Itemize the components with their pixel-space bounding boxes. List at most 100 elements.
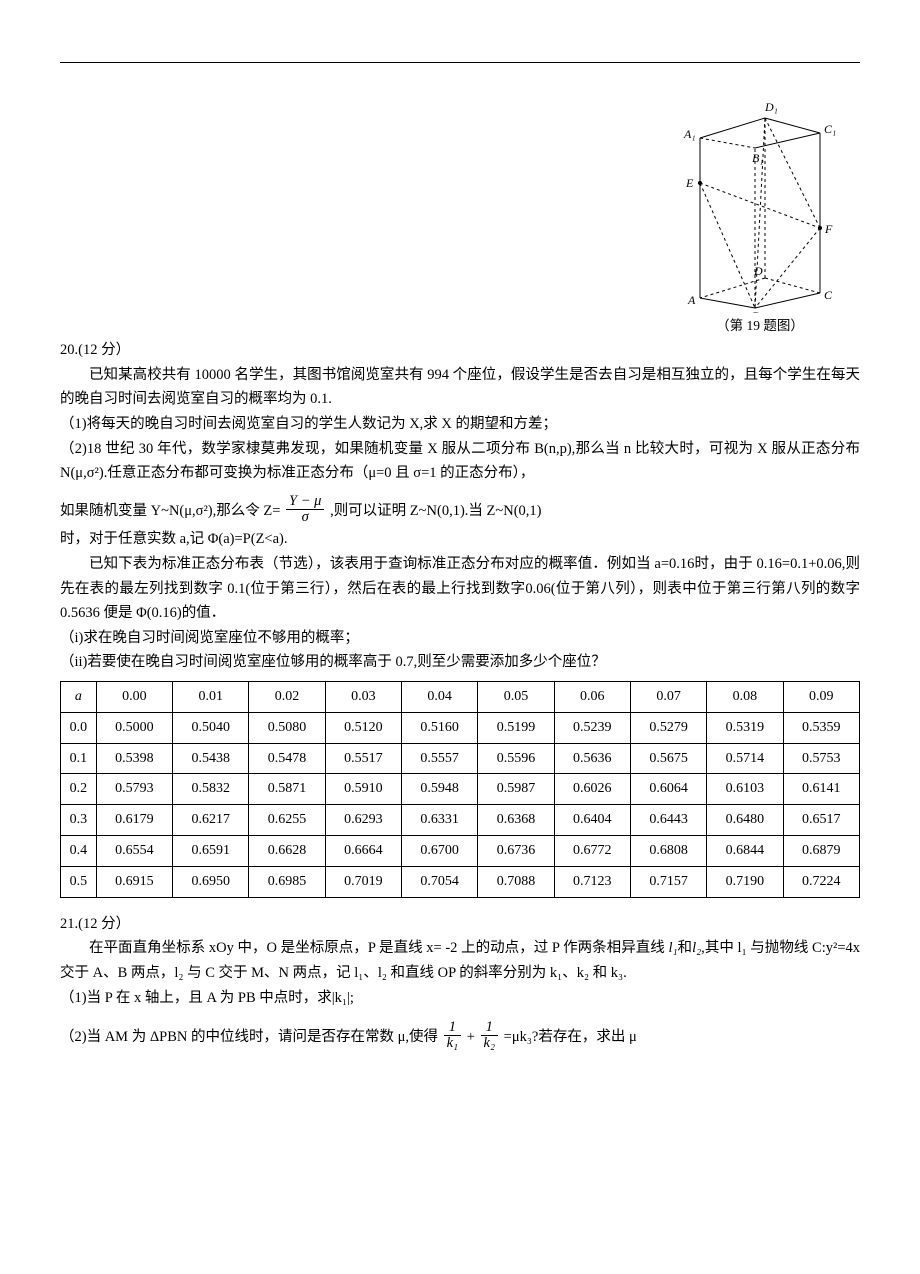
q21-p1a: 在平面直角坐标系 xOy 中，O 是坐标原点，P 是直线 x= -2 上的动点，…: [89, 940, 668, 956]
fraction-z: Y − μ σ: [286, 494, 324, 525]
table-cell: 0.5438: [173, 743, 249, 774]
table-row-header: 0.4: [61, 836, 97, 867]
table-cell: 0.6141: [783, 774, 859, 805]
table-cell: 0.5596: [478, 743, 554, 774]
table-cell: 0.5753: [783, 743, 859, 774]
table-col-header: 0.07: [630, 682, 706, 713]
table-cell: 0.5675: [630, 743, 706, 774]
table-row-header: 0.1: [61, 743, 97, 774]
table-col-header: 0.05: [478, 682, 554, 713]
normal-table: a0.000.010.020.030.040.050.060.070.080.0…: [60, 681, 860, 898]
table-cell: 0.6443: [630, 805, 706, 836]
table-cell: 0.6554: [96, 836, 172, 867]
table-col-header: 0.08: [707, 682, 783, 713]
table-cell: 0.6103: [707, 774, 783, 805]
q21-l2: l₂: [692, 940, 701, 956]
table-cell: 0.6404: [554, 805, 630, 836]
table-cell: 0.5000: [96, 712, 172, 743]
q20-p8: （ii)若要使在晚自习时间阅览室座位够用的概率高于 0.7,则至少需要添加多少个…: [60, 650, 860, 675]
table-cell: 0.6915: [96, 866, 172, 897]
table-cell: 0.5398: [96, 743, 172, 774]
frac-num: 1: [444, 1020, 461, 1035]
table-cell: 0.6591: [173, 836, 249, 867]
q21-p1b: 和: [678, 940, 693, 956]
table-cell: 0.5987: [478, 774, 554, 805]
table-cell: 0.5080: [249, 712, 325, 743]
label-D1: D₁: [764, 100, 778, 114]
frac-num: Y − μ: [286, 494, 324, 509]
table-cell: 0.5910: [325, 774, 401, 805]
label-E: E: [685, 176, 694, 190]
table-cell: 0.7224: [783, 866, 859, 897]
table-row-header: 0.3: [61, 805, 97, 836]
table-cell: 0.6368: [478, 805, 554, 836]
table-cell: 0.5517: [325, 743, 401, 774]
table-cell: 0.5120: [325, 712, 401, 743]
q20-p3: （2)18 世纪 30 年代，数学家棣莫弗发现，如果随机变量 X 服从二项分布 …: [60, 437, 860, 486]
table-col-header: 0.01: [173, 682, 249, 713]
table-cell: 0.5557: [401, 743, 477, 774]
label-B1: B₁: [752, 151, 764, 165]
table-cell: 0.6879: [783, 836, 859, 867]
table-cell: 0.7190: [707, 866, 783, 897]
figure-caption: （第 19 题图）: [660, 315, 860, 338]
q20-p5: 时，对于任意实数 a,记 Φ(a)=P(Z<a).: [60, 527, 860, 552]
q20-p4: 如果随机变量 Y~N(μ,σ²),那么令 Z= Y − μ σ ,则可以证明 Z…: [60, 496, 860, 527]
table-cell: 0.6950: [173, 866, 249, 897]
table-cell: 0.5279: [630, 712, 706, 743]
table-row: 0.50.69150.69500.69850.70190.70540.70880…: [61, 866, 860, 897]
table-cell: 0.6217: [173, 805, 249, 836]
table-cell: 0.6480: [707, 805, 783, 836]
q21-p3a: （2)当 AM 为 ΔPBN 的中位线时，请问是否存在常数 μ,使得: [60, 1029, 438, 1045]
q20-p6: 已知下表为标准正态分布表（节选），该表用于查询标准正态分布对应的概率值．例如当 …: [60, 552, 860, 626]
q21-l1: l₁: [668, 940, 677, 956]
table-cell: 0.5199: [478, 712, 554, 743]
table-row-header: 0.5: [61, 866, 97, 897]
table-cell: 0.6179: [96, 805, 172, 836]
q20-p1: 已知某高校共有 10000 名学生，其图书馆阅览室共有 994 个座位，假设学生…: [60, 363, 860, 412]
table-col-header: 0.09: [783, 682, 859, 713]
table-row-header: 0.2: [61, 774, 97, 805]
top-rule: [60, 62, 860, 63]
q21-p3b: =μk₃?若存在，求出 μ: [504, 1029, 637, 1045]
table-cell: 0.6808: [630, 836, 706, 867]
table-cell: 0.5871: [249, 774, 325, 805]
table-row: 0.20.57930.58320.58710.59100.59480.59870…: [61, 774, 860, 805]
table-cell: 0.7088: [478, 866, 554, 897]
prism-svg: A B C D A₁ B₁ C₁ D₁ E F: [670, 83, 850, 313]
table-cell: 0.5832: [173, 774, 249, 805]
fraction-1k1: 1 k₁: [444, 1020, 461, 1051]
label-A: A: [687, 293, 696, 307]
table-cell: 0.7123: [554, 866, 630, 897]
figure-region: A B C D A₁ B₁ C₁ D₁ E F （第 19 题图）: [60, 83, 860, 338]
table-col-header: 0.06: [554, 682, 630, 713]
table-cell: 0.7157: [630, 866, 706, 897]
fraction-1k2: 1 k₂: [481, 1020, 498, 1051]
q20-p2: （1)将每天的晚自习时间去阅览室自习的学生人数记为 X,求 X 的期望和方差；: [60, 412, 860, 437]
table-cell: 0.6772: [554, 836, 630, 867]
table-cell: 0.6664: [325, 836, 401, 867]
table-col-header: 0.00: [96, 682, 172, 713]
table-cell: 0.6064: [630, 774, 706, 805]
table-cell: 0.6700: [401, 836, 477, 867]
table-row: 0.10.53980.54380.54780.55170.55570.55960…: [61, 743, 860, 774]
table-row-header: 0.0: [61, 712, 97, 743]
label-C1: C₁: [824, 122, 836, 136]
table-cell: 0.5239: [554, 712, 630, 743]
table-cell: 0.5636: [554, 743, 630, 774]
frac-num: 1: [481, 1020, 498, 1035]
table-cell: 0.6736: [478, 836, 554, 867]
table-cell: 0.6331: [401, 805, 477, 836]
label-A1: A₁: [683, 127, 696, 141]
prism-figure: A B C D A₁ B₁ C₁ D₁ E F （第 19 题图）: [660, 83, 860, 338]
q20-p4a: 如果随机变量 Y~N(μ,σ²),那么令 Z=: [60, 503, 284, 519]
table-cell: 0.6517: [783, 805, 859, 836]
table-col-header: 0.02: [249, 682, 325, 713]
label-B: B: [752, 309, 760, 313]
table-row: 0.30.61790.62170.62550.62930.63310.63680…: [61, 805, 860, 836]
table-cell: 0.6026: [554, 774, 630, 805]
frac-den: k₂: [481, 1035, 498, 1051]
table-cell: 0.5478: [249, 743, 325, 774]
table-cell: 0.6293: [325, 805, 401, 836]
q21-p2: （1)当 P 在 x 轴上，且 A 为 PB 中点时，求|k₁|;: [60, 986, 860, 1011]
